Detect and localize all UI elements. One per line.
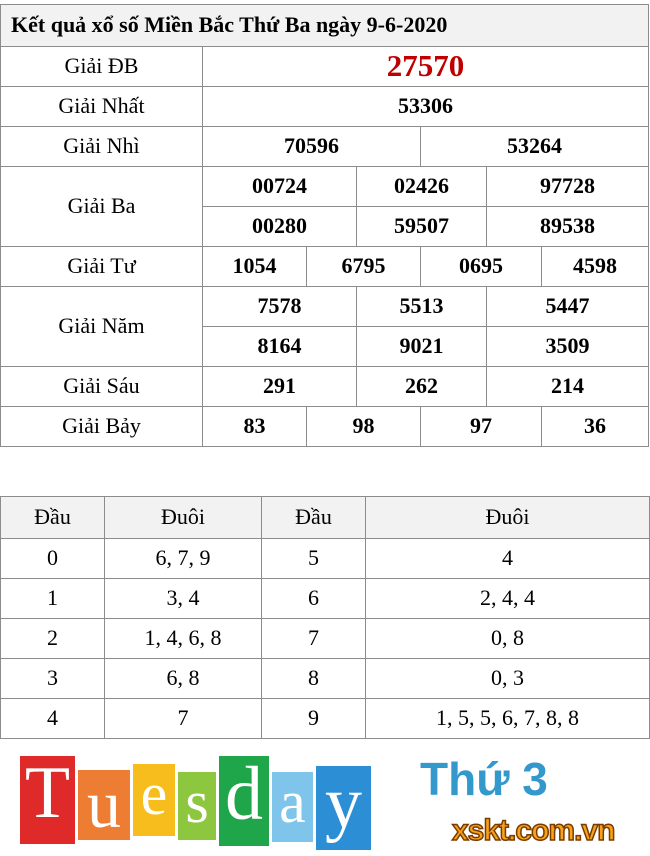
prize-number: 70596: [202, 126, 421, 167]
prize-number: 98: [306, 406, 421, 447]
prize-label: Giải Ba: [0, 166, 203, 247]
prize-number: 00280: [202, 206, 357, 247]
prize-label: Giải Sáu: [0, 366, 203, 407]
prize-row-nhi: Giải Nhì 70596 53264: [0, 126, 650, 167]
prize-label: Giải Nhì: [0, 126, 203, 167]
loto-dau: 9: [261, 698, 366, 739]
prize-number: 36: [540, 406, 650, 447]
tuesday-letter: d: [219, 756, 269, 846]
prize-table: Kết quả xổ số Miền Bắc Thứ Ba ngày 9-6-2…: [0, 4, 650, 447]
tuesday-letter: a: [272, 772, 313, 842]
page-title: Kết quả xổ số Miền Bắc Thứ Ba ngày 9-6-2…: [0, 4, 650, 47]
loto-duoi: 1, 4, 6, 8: [104, 618, 262, 659]
prize-number: 00724: [202, 166, 357, 207]
prize-row-bay: Giải Bảy 83 98 97 36: [0, 406, 650, 447]
tuesday-letter: u: [78, 770, 130, 840]
loto-duoi: 4: [365, 538, 650, 579]
prize-number: 7578: [202, 286, 357, 327]
prize-number: 5447: [485, 286, 650, 327]
tuesday-letter: y: [316, 766, 371, 850]
prize-number: 97: [420, 406, 542, 447]
day-label: Thứ 3: [420, 753, 548, 805]
prize-label: Giải Năm: [0, 286, 203, 367]
loto-row: 2 1, 4, 6, 8 7 0, 8: [0, 618, 650, 659]
prize-number: 89538: [485, 206, 650, 247]
loto-table: Đầu Đuôi Đầu Đuôi 0 6, 7, 9 5 4 1 3, 4 6 2, 4, …: [0, 496, 650, 739]
loto-dau: 5: [261, 538, 366, 579]
loto-duoi: 0, 8: [365, 618, 650, 659]
prize-row-ba: Giải Ba 00724 02426 97728: [0, 166, 650, 247]
prize-number: 262: [356, 366, 487, 407]
prize-number: 0695: [420, 246, 542, 287]
prize-row-db: Giải ĐB 27570: [0, 46, 650, 87]
tuesday-letter: e: [133, 764, 175, 836]
prize-number: 53306: [201, 86, 650, 127]
header-dau: Đầu: [261, 496, 366, 539]
prize-number: 214: [485, 366, 650, 407]
tuesday-letter: s: [178, 772, 216, 840]
prize-number: 97728: [485, 166, 650, 207]
prize-row-sau: Giải Sáu 291 262 214: [0, 366, 650, 407]
loto-header: Đầu Đuôi Đầu Đuôi: [0, 496, 650, 539]
prize-label: Giải Bảy: [0, 406, 203, 447]
loto-dau: 8: [261, 658, 366, 699]
prize-number: 83: [202, 406, 307, 447]
loto-duoi: 6, 8: [104, 658, 262, 699]
loto-dau: 1: [0, 578, 105, 619]
prize-number: 53264: [419, 126, 650, 167]
prize-number: 02426: [356, 166, 487, 207]
header-duoi: Đuôi: [365, 496, 650, 539]
watermark-logo: xskt.com.vn: [451, 814, 616, 847]
prize-label: Giải ĐB: [0, 46, 203, 87]
loto-dau: 4: [0, 698, 105, 739]
loto-duoi: 1, 5, 5, 6, 7, 8, 8: [365, 698, 650, 739]
prize-number: 9021: [356, 326, 487, 367]
prize-number: 291: [202, 366, 357, 407]
prize-number: 4598: [540, 246, 650, 287]
special-prize-number: 27570: [201, 46, 650, 87]
prize-row-nhat: Giải Nhất 53306: [0, 86, 650, 127]
loto-duoi: 0, 3: [365, 658, 650, 699]
loto-row: 4 7 9 1, 5, 5, 6, 7, 8, 8: [0, 698, 650, 739]
loto-dau: 0: [0, 538, 105, 579]
loto-row: 3 6, 8 8 0, 3: [0, 658, 650, 699]
loto-dau: 6: [261, 578, 366, 619]
header-dau: Đầu: [0, 496, 105, 539]
prize-number: 8164: [202, 326, 357, 367]
prize-row-tu: Giải Tư 1054 6795 0695 4598: [0, 246, 650, 287]
loto-duoi: 7: [104, 698, 262, 739]
loto-duoi: 6, 7, 9: [104, 538, 262, 579]
loto-row: 1 3, 4 6 2, 4, 4: [0, 578, 650, 619]
loto-duoi: 3, 4: [104, 578, 262, 619]
loto-dau: 2: [0, 618, 105, 659]
header-duoi: Đuôi: [104, 496, 262, 539]
prize-label: Giải Nhất: [0, 86, 203, 127]
prize-number: 6795: [306, 246, 421, 287]
prize-number: 5513: [356, 286, 487, 327]
loto-duoi: 2, 4, 4: [365, 578, 650, 619]
loto-dau: 3: [0, 658, 105, 699]
prize-number: 59507: [356, 206, 487, 247]
prize-number: 3509: [485, 326, 650, 367]
prize-row-nam: Giải Năm 7578 5513 5447: [0, 286, 650, 367]
loto-dau: 7: [261, 618, 366, 659]
prize-label: Giải Tư: [0, 246, 203, 287]
prize-number: 1054: [202, 246, 307, 287]
tuesday-letter: T: [20, 756, 75, 844]
